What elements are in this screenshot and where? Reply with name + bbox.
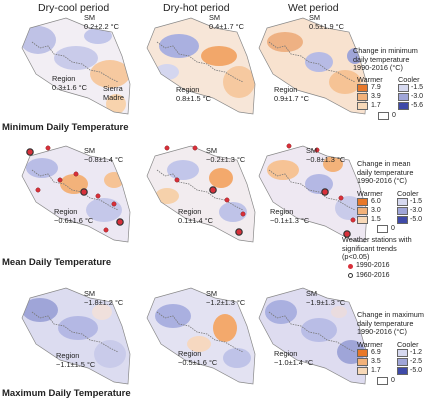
period-title-dry-hot: Dry-hot period (163, 2, 230, 14)
legend-value: -5.6 (411, 102, 424, 109)
legend-swatch-cool (398, 93, 409, 101)
legend-value: 3.5 (371, 358, 381, 365)
legend-value: -1.2 (410, 349, 423, 356)
region-label: Region −1.1±1.5 °C (56, 351, 96, 369)
legend-swatch-warm (357, 207, 368, 215)
legend-swatch-zero (378, 112, 389, 120)
legend-title: Change in maximum daily temperature 1990-2… (357, 310, 424, 337)
station-1990-marker (348, 264, 353, 269)
station-1960-label: 1960-2016 (356, 272, 390, 279)
legend-swatch-cool (397, 207, 408, 215)
legend-swatch-cool (398, 84, 409, 92)
sm-label: SM −1.9±1.3 °C (306, 289, 346, 307)
period-title-wet: Wet period (288, 2, 339, 14)
legend-swatch-warm (357, 198, 368, 206)
row-title-mean: Mean Daily Temperature (2, 257, 112, 268)
legend-swatch-cool (397, 367, 408, 375)
map-min-dry-cool (21, 17, 131, 115)
legend-value: -1.5 (410, 198, 423, 205)
legend-value: -3.0 (411, 93, 424, 100)
region-label: Region 0.1±1.4 °C (178, 207, 213, 225)
legend-warmer-label: Warmer (357, 189, 383, 198)
region-label: Region −0.6±1.6 °C (54, 207, 94, 225)
legend-value: -1.5 (411, 84, 424, 91)
legend-swatch-warm (357, 102, 368, 110)
legend-value: 3.0 (371, 207, 381, 214)
legend-value: -3.0 (410, 207, 423, 214)
map-min-wet (258, 17, 368, 115)
legend-value: -5.0 (410, 216, 423, 223)
legend-swatch-cool (397, 198, 408, 206)
region-label: Region 0.8±1.5 °C (176, 85, 211, 103)
legend-warmer-label: Warmer (357, 340, 383, 349)
legend-value: 6.0 (371, 198, 381, 205)
legend-swatch-zero (377, 377, 388, 385)
sm-label: SM −0.8±1.3 °C (306, 146, 346, 164)
legend-cooler-label: Cooler (397, 189, 419, 198)
legend-swatch-zero (377, 225, 388, 233)
region-label: Region −0.1±1.3 °C (270, 207, 310, 225)
sm-label: SM −1.8±1.2 °C (84, 289, 124, 307)
legend-value: 1.5 (371, 216, 381, 223)
legend-swatch-warm (357, 349, 368, 357)
sm-label: SM 0.2±2.2 °C (84, 13, 119, 31)
region-label: Region −0.5±1.6 °C (178, 349, 218, 367)
legend-value: -5.0 (410, 367, 423, 374)
station-1960-marker (348, 273, 353, 278)
sm-label: SM −0.2±1.3 °C (206, 146, 246, 164)
map-max-dry-hot (146, 287, 256, 385)
legend-warmer-label: Warmer (357, 75, 383, 84)
legend-title: Change in mean daily temperature 1990-2016… (357, 159, 414, 186)
legend-swatch-cool (397, 358, 408, 366)
legend-swatch-cool (398, 102, 409, 110)
map-mean-wet (258, 143, 368, 243)
legend-cooler-label: Cooler (398, 75, 420, 84)
map-mean-dry-cool (21, 145, 131, 243)
sm-label: SM −0.8±1.4 °C (84, 146, 124, 164)
legend-value: 0 (392, 112, 396, 119)
legend-value: 1.7 (371, 367, 381, 374)
sierra-madre-label: Sierra Madre (103, 84, 124, 102)
legend-value: -2.5 (410, 358, 423, 365)
sm-label: SM 0.5±1.9 °C (309, 13, 344, 31)
legend-cooler-label: Cooler (397, 340, 419, 349)
map-mean-dry-hot (146, 145, 256, 243)
legend-swatch-cool (397, 216, 408, 224)
station-1990-label: 1990-2016 (356, 262, 390, 269)
stations-legend-title: Weather stations with significant trends(… (342, 235, 412, 262)
sm-label: SM 0.4±1.7 °C (209, 13, 244, 31)
region-label: Region 0.9±1.7 °C (274, 85, 309, 103)
row-title-minimum: Minimum Daily Temperature (2, 122, 129, 133)
map-min-dry-hot (146, 17, 256, 115)
row-title-maximum: Maximum Daily Temperature (2, 388, 131, 399)
legend-value: 6.9 (371, 349, 381, 356)
legend-value: 0 (391, 225, 395, 232)
legend-swatch-warm (357, 84, 368, 92)
map-max-dry-cool (21, 287, 131, 385)
legend-swatch-warm (357, 216, 368, 224)
period-title-dry-cool: Dry-cool period (38, 2, 110, 14)
region-label: Region −1.0±1.4 °C (274, 349, 314, 367)
legend-value: 3.9 (371, 93, 381, 100)
legend-swatch-warm (357, 367, 368, 375)
legend-swatch-warm (357, 358, 368, 366)
sm-label: SM −1.2±1.3 °C (206, 289, 246, 307)
legend-value: 7.9 (371, 84, 381, 91)
region-label: Region 0.3±1.6 °C (52, 74, 87, 92)
legend-value: 0 (391, 377, 395, 384)
legend-swatch-warm (357, 93, 368, 101)
legend-title: Change in minimum daily temperature 1990-2… (353, 46, 418, 73)
legend-swatch-cool (397, 349, 408, 357)
legend-value: 1.7 (371, 102, 381, 109)
